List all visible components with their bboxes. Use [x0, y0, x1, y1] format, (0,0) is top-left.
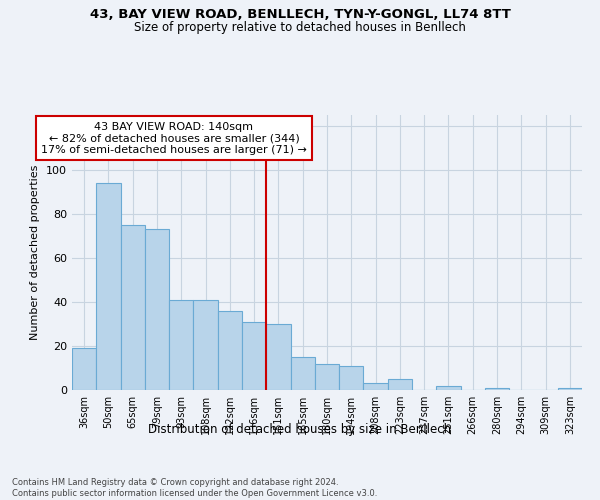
- Text: 43 BAY VIEW ROAD: 140sqm
← 82% of detached houses are smaller (344)
17% of semi-: 43 BAY VIEW ROAD: 140sqm ← 82% of detach…: [41, 122, 307, 155]
- Bar: [72, 348, 96, 390]
- Bar: [315, 364, 339, 390]
- Bar: [485, 388, 509, 390]
- Bar: [388, 379, 412, 390]
- Bar: [290, 357, 315, 390]
- Bar: [218, 311, 242, 390]
- Bar: [145, 230, 169, 390]
- Bar: [169, 300, 193, 390]
- Text: Contains HM Land Registry data © Crown copyright and database right 2024.
Contai: Contains HM Land Registry data © Crown c…: [12, 478, 377, 498]
- Bar: [121, 225, 145, 390]
- Y-axis label: Number of detached properties: Number of detached properties: [31, 165, 40, 340]
- Text: Distribution of detached houses by size in Benllech: Distribution of detached houses by size …: [148, 422, 452, 436]
- Bar: [266, 324, 290, 390]
- Text: 43, BAY VIEW ROAD, BENLLECH, TYN-Y-GONGL, LL74 8TT: 43, BAY VIEW ROAD, BENLLECH, TYN-Y-GONGL…: [89, 8, 511, 20]
- Bar: [96, 183, 121, 390]
- Bar: [364, 384, 388, 390]
- Bar: [558, 388, 582, 390]
- Bar: [242, 322, 266, 390]
- Text: Size of property relative to detached houses in Benllech: Size of property relative to detached ho…: [134, 21, 466, 34]
- Bar: [339, 366, 364, 390]
- Bar: [436, 386, 461, 390]
- Bar: [193, 300, 218, 390]
